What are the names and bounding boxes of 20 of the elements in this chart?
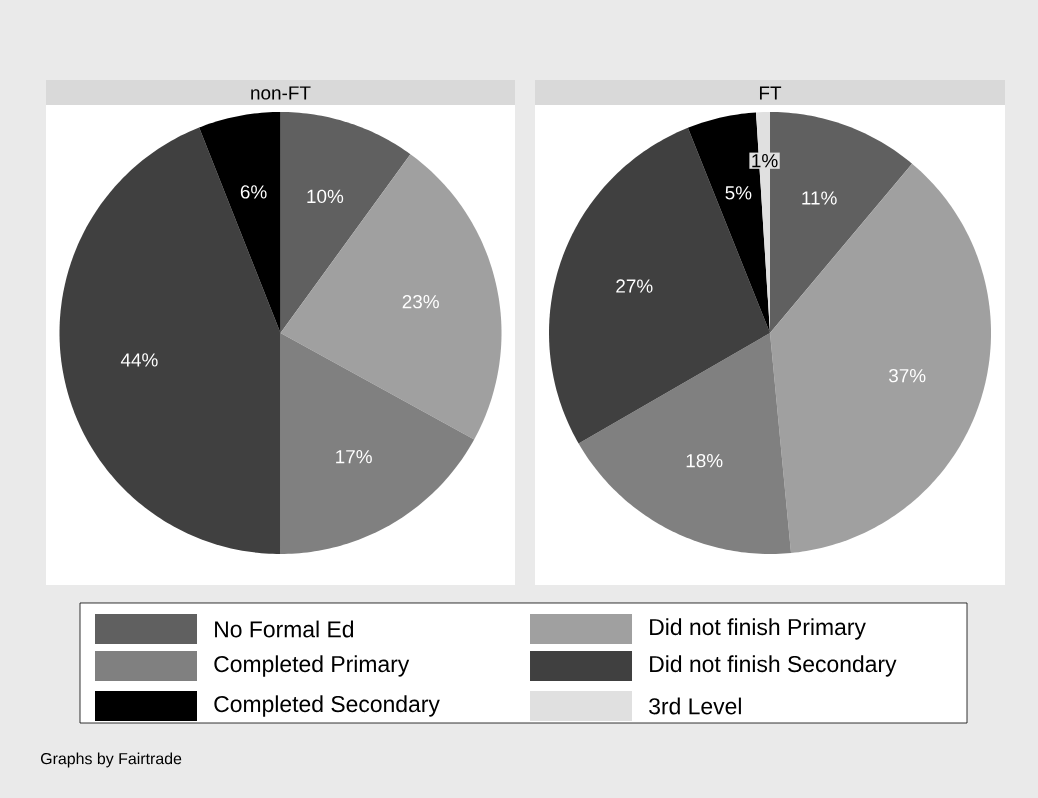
- data-label: 44%: [120, 353, 158, 367]
- data-label: 37%: [888, 368, 926, 383]
- legend-label: Completed Primary: [214, 655, 410, 677]
- text: Graphs by Fairtrade: [41, 752, 182, 768]
- legend-label: 3rd Level: [649, 697, 741, 715]
- data-label: 6%: [240, 185, 267, 199]
- data-label: 5%: [725, 186, 752, 200]
- legend-label: Did not finish Primary: [650, 618, 866, 640]
- legend-label: Did not finish Secondary: [650, 655, 897, 677]
- legend-label: Completed Secondary: [214, 695, 440, 717]
- data-label: 18%: [686, 453, 723, 468]
- data-label: 17%: [336, 450, 372, 464]
- legend-label: No Formal Ed: [215, 620, 354, 638]
- data-label: 10%: [307, 189, 344, 204]
- data-label: 1%: [752, 154, 778, 168]
- chart-title: non-FT: [251, 86, 311, 100]
- data-label: 27%: [616, 279, 653, 293]
- data-label: 11%: [802, 191, 837, 205]
- data-label: 23%: [402, 294, 439, 309]
- chart-title: FT: [759, 86, 782, 100]
